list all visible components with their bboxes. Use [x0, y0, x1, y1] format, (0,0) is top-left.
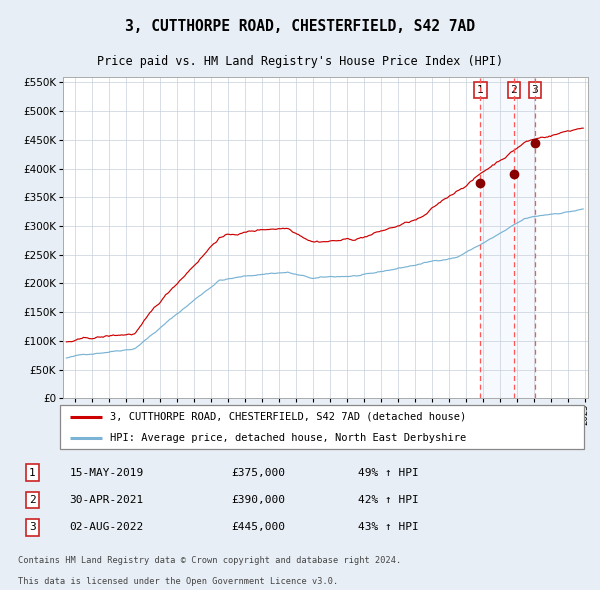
Text: 43% ↑ HPI: 43% ↑ HPI: [358, 523, 418, 532]
Text: 42% ↑ HPI: 42% ↑ HPI: [358, 495, 418, 505]
Bar: [481, 77, 535, 398]
Text: HPI: Average price, detached house, North East Derbyshire: HPI: Average price, detached house, Nort…: [110, 433, 466, 443]
Text: 30-APR-2021: 30-APR-2021: [70, 495, 144, 505]
Text: £375,000: £375,000: [231, 468, 285, 477]
Text: 2: 2: [29, 495, 35, 505]
Text: 15-MAY-2019: 15-MAY-2019: [70, 468, 144, 477]
Text: Price paid vs. HM Land Registry's House Price Index (HPI): Price paid vs. HM Land Registry's House …: [97, 55, 503, 68]
Text: 3: 3: [29, 523, 35, 532]
Text: 1: 1: [29, 468, 35, 477]
FancyBboxPatch shape: [59, 405, 584, 450]
Text: 3, CUTTHORPE ROAD, CHESTERFIELD, S42 7AD (detached house): 3, CUTTHORPE ROAD, CHESTERFIELD, S42 7AD…: [110, 411, 466, 421]
Text: 2: 2: [511, 85, 517, 95]
Text: 3, CUTTHORPE ROAD, CHESTERFIELD, S42 7AD: 3, CUTTHORPE ROAD, CHESTERFIELD, S42 7AD: [125, 19, 475, 34]
Text: £445,000: £445,000: [231, 523, 285, 532]
Text: This data is licensed under the Open Government Licence v3.0.: This data is licensed under the Open Gov…: [18, 578, 338, 586]
Text: Contains HM Land Registry data © Crown copyright and database right 2024.: Contains HM Land Registry data © Crown c…: [18, 556, 401, 565]
Text: 1: 1: [477, 85, 484, 95]
Text: 02-AUG-2022: 02-AUG-2022: [70, 523, 144, 532]
Text: 3: 3: [532, 85, 538, 95]
Text: 49% ↑ HPI: 49% ↑ HPI: [358, 468, 418, 477]
Text: £390,000: £390,000: [231, 495, 285, 505]
